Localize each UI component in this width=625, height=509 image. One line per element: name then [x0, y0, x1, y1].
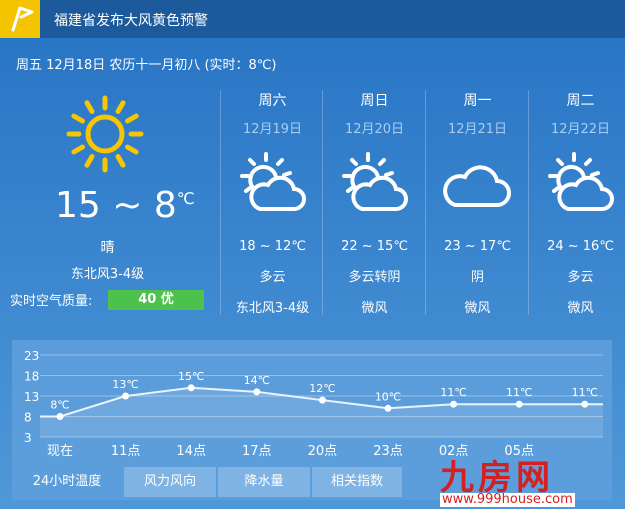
data-label: 13℃: [112, 378, 138, 391]
temp-range: 18 ~ 12℃: [239, 239, 306, 254]
data-point: [122, 392, 130, 400]
weather-icon: [426, 147, 529, 227]
date: 12月21日: [447, 122, 508, 137]
x-tick-label: 05点: [504, 444, 534, 459]
area-fill: [40, 387, 603, 437]
alert-bar[interactable]: 福建省发布大风黄色预警: [0, 0, 625, 38]
today-date-line: 周五 12月18日 农历十一月初八 (实时：8℃): [16, 58, 277, 73]
data-label: 11℃: [506, 386, 532, 399]
partly-cloudy-icon: [341, 152, 408, 211]
date: 12月19日: [242, 122, 303, 137]
data-point: [56, 413, 64, 420]
sun-icon: [66, 95, 144, 173]
sun-ray: [115, 154, 126, 168]
weather-icon: [529, 147, 625, 227]
watermark-text: 九房网: [440, 458, 554, 498]
data-point: [581, 400, 589, 408]
forecast-day[interactable]: 周六 12月19日 18 ~ 12℃ 多云 东北风3-4级: [220, 90, 324, 316]
temp-range: 22 ~ 15℃: [341, 239, 408, 254]
sun-ray: [125, 144, 139, 155]
temp-unit: ℃: [176, 189, 195, 208]
tab-0[interactable]: 24小时温度: [32, 474, 102, 489]
wind: 微风: [464, 301, 491, 316]
date: 12月20日: [344, 122, 405, 137]
weather: 多云转阴: [348, 270, 401, 285]
temp-range: 23 ~ 17℃: [444, 239, 511, 254]
weather: 阴: [470, 270, 484, 285]
data-point: [515, 400, 523, 408]
data-point: [318, 396, 326, 404]
alert-text: 福建省发布大风黄色预警: [54, 13, 208, 29]
data-label: 11℃: [440, 386, 466, 399]
weekday: 周六: [258, 93, 287, 109]
weekday: 周一: [463, 93, 492, 109]
today-panel: 15 ~ 8℃ 晴 东北风3-4级 实时空气质量: 40 优: [0, 80, 220, 320]
forecast-day[interactable]: 周一 12月21日 23 ~ 17℃ 阴 微风: [425, 90, 529, 316]
tab-1[interactable]: 风力风向: [124, 467, 216, 497]
data-label: 15℃: [178, 370, 204, 383]
date: 12月22日: [550, 122, 611, 137]
partly-cloudy-icon: [547, 152, 614, 211]
y-tick-label: 3: [24, 431, 32, 445]
x-tick-label: 23点: [373, 444, 403, 459]
x-tick-label: 20点: [308, 444, 338, 459]
data-label: 12℃: [309, 382, 335, 395]
data-point: [450, 400, 458, 408]
today-temp-value: 15 ~ 8: [55, 185, 177, 226]
data-label: 14℃: [244, 374, 270, 387]
y-tick-label: 18: [24, 370, 39, 384]
aqi-label: 实时空气质量:: [10, 294, 93, 309]
forecast-day[interactable]: 周日 12月20日 22 ~ 15℃ 多云转阴 微风: [322, 90, 426, 316]
data-point: [187, 384, 195, 392]
wind: 微风: [361, 301, 388, 316]
data-point: [253, 388, 261, 396]
cloud-icon: [442, 165, 511, 207]
watermark-logo: 九房网 www.999house.com: [440, 458, 575, 507]
watermark-url: www.999house.com: [440, 492, 575, 507]
x-tick-label: 02点: [439, 444, 469, 459]
x-tick-label: 现在: [47, 444, 73, 459]
weekday: 周二: [566, 93, 595, 109]
y-tick-label: 23: [24, 349, 39, 363]
partly-cloudy-icon: [239, 152, 306, 211]
x-tick-label: 11点: [111, 444, 141, 459]
temperature-chart: 23 18 13 8 3 8℃ 现在 13℃ 11点 15℃ 14点 14℃ 17点 12℃ 20点 10℃ 2…: [24, 349, 603, 459]
sun-ray: [84, 100, 95, 114]
weather-icon: [323, 147, 426, 227]
weather-icon: [221, 147, 324, 227]
weather: 多云: [567, 270, 594, 285]
data-label: 10℃: [375, 390, 401, 403]
today-weather: 晴: [100, 240, 115, 256]
sun-ray: [115, 100, 126, 114]
temp-range: 24 ~ 16℃: [547, 239, 614, 254]
sun-ray: [84, 154, 95, 168]
tab-2[interactable]: 降水量: [218, 467, 310, 497]
wind: 东北风3-4级: [235, 301, 310, 316]
data-label: 8℃: [50, 399, 69, 412]
data-label: 11℃: [572, 386, 598, 399]
weekday: 周日: [360, 93, 389, 109]
sun-ray: [125, 113, 139, 124]
forecast-day[interactable]: 周二 12月22日 24 ~ 16℃ 多云 微风: [528, 90, 625, 316]
sun-ray: [71, 113, 85, 124]
x-tick-label: 17点: [242, 444, 272, 459]
wind: 微风: [567, 301, 594, 316]
today-temp: 15 ~ 8℃: [55, 185, 195, 226]
weather: 多云: [259, 270, 286, 285]
aqi-badge[interactable]: 40 优: [108, 290, 204, 310]
data-point: [384, 404, 392, 412]
y-tick-label: 13: [24, 390, 39, 404]
sun-ray: [71, 144, 85, 155]
flag-icon: [0, 0, 40, 38]
x-tick-label: 14点: [176, 444, 206, 459]
y-tick-label: 8: [24, 411, 32, 425]
tab-3[interactable]: 相关指数: [312, 467, 402, 497]
today-wind: 东北风3-4级: [70, 267, 145, 282]
